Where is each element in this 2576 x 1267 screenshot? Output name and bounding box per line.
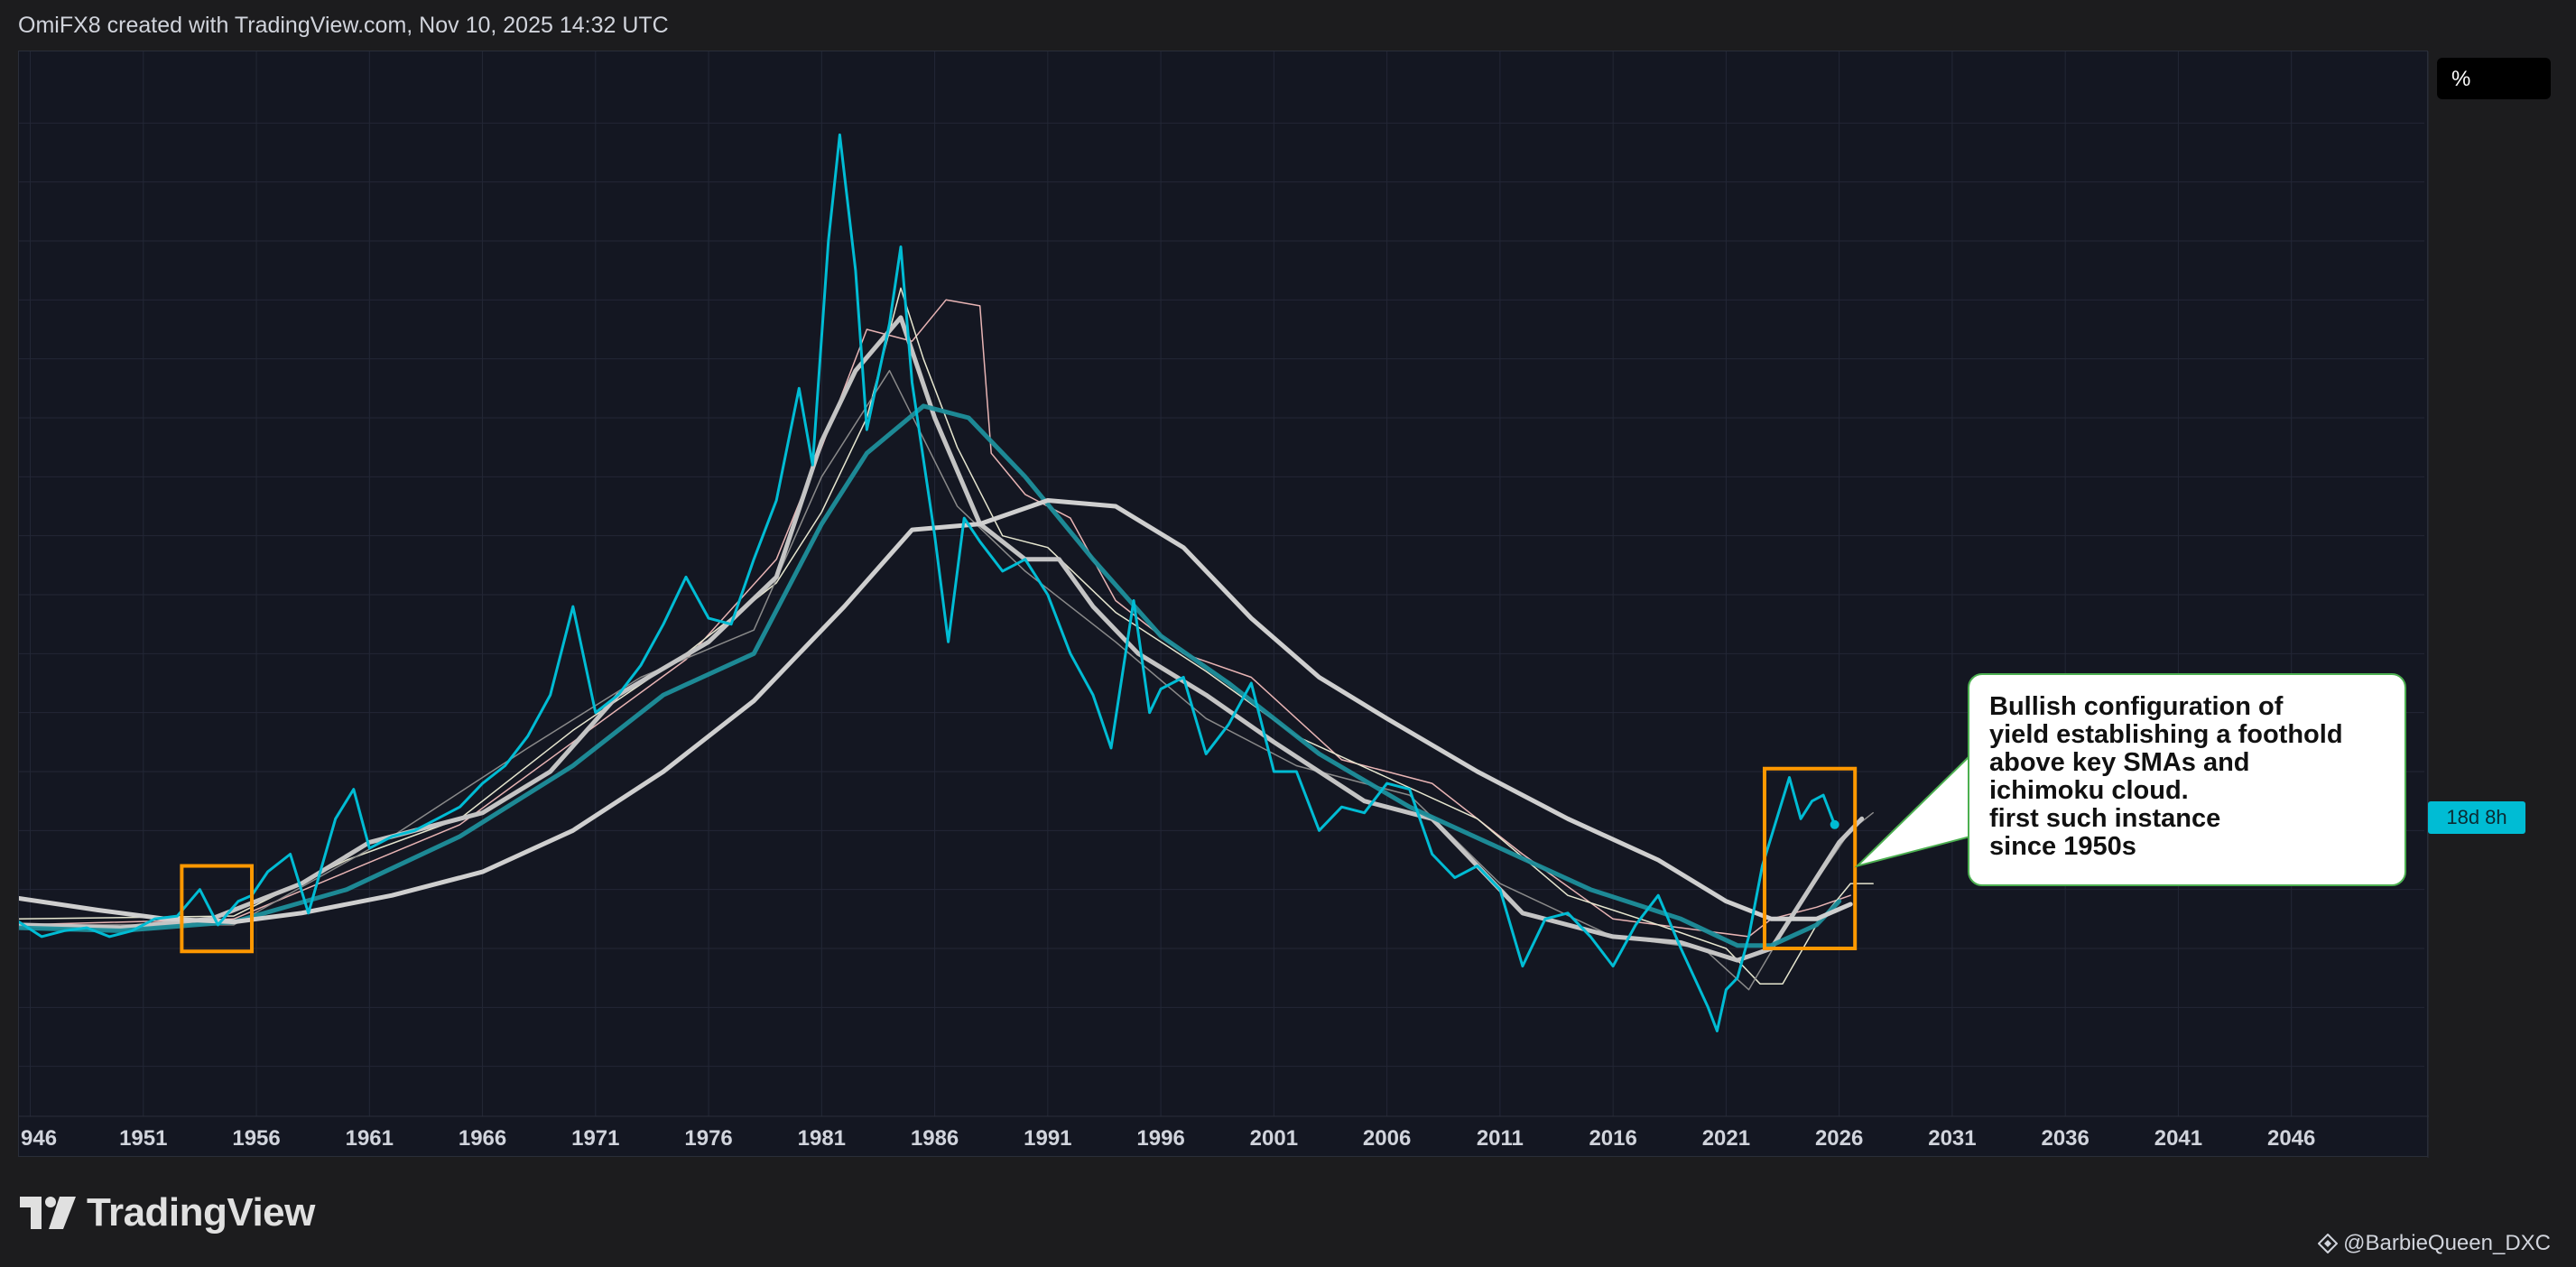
x-tick-label: 2011 [1477, 1126, 1524, 1151]
x-tick-label: 2006 [1363, 1126, 1411, 1151]
callout-line: Bullish configuration of [1989, 692, 2284, 721]
axis-labels: 0.000%1.000%2.000%3.000%4.000%5.000%6.00… [21, 1126, 2315, 1151]
series-line-sma-long [19, 498, 1853, 925]
x-tick-label: 2041 [2154, 1126, 2202, 1151]
moving-average-lines [19, 315, 1865, 963]
callout-line: first such instance [1989, 804, 2221, 833]
x-tick-label: 2001 [1250, 1126, 1298, 1151]
series-line-cloud-a [19, 299, 1851, 938]
x-tick-label: 1991 [1024, 1126, 1071, 1151]
chart-panel[interactable]: 0.000%1.000%2.000%3.000%4.000%5.000%6.00… [18, 51, 2429, 1158]
x-tick-label: 1961 [346, 1126, 394, 1151]
x-tick-label: 1996 [1136, 1126, 1184, 1151]
x-tick-label: 1966 [459, 1126, 506, 1151]
annotation-callout[interactable]: Bullish configuration of yield establish… [1968, 673, 2406, 886]
last-value-dot [1830, 819, 1839, 829]
tradingview-logo-text: TradingView [87, 1190, 315, 1235]
x-tick-label: 2016 [1589, 1126, 1636, 1151]
last-value-badge: 18d 8h [2428, 801, 2525, 834]
callout-line: yield establishing a foothold [1989, 720, 2343, 749]
x-tick-label: 2026 [1815, 1126, 1863, 1151]
chart-credit-header: OmiFX8 created with TradingView.com, Nov… [18, 13, 669, 38]
series-line-yield [19, 133, 1837, 1032]
x-tick-label: 2021 [1702, 1126, 1750, 1151]
diamond-icon [2318, 1234, 2339, 1253]
series-line-sma-short [19, 315, 1865, 963]
x-tick-label: 1981 [798, 1126, 846, 1151]
x-tick-label: 2046 [2267, 1126, 2315, 1151]
series-line-sma-mid [19, 403, 1842, 948]
highlight-box [1762, 766, 1858, 950]
watermark-text: @BarbieQueen_DXC [2343, 1231, 2551, 1255]
x-tick-label: 1986 [911, 1126, 959, 1151]
tradingview-logo[interactable]: TradingView [20, 1189, 315, 1236]
x-tick-label: 2031 [1928, 1126, 1976, 1151]
x-tick-label: 1951 [119, 1126, 167, 1151]
author-watermark: @BarbieQueen_DXC [2318, 1231, 2551, 1256]
series-line-lagging [19, 369, 1874, 991]
chart-plot[interactable]: 0.000%1.000%2.000%3.000%4.000%5.000%6.00… [19, 51, 2429, 1158]
x-tick-label: 1971 [571, 1126, 619, 1151]
x-tick-label: 1956 [232, 1126, 280, 1151]
tradingview-logo-icon [20, 1197, 76, 1229]
yield-line [19, 133, 1839, 1032]
x-tick-label: 1976 [684, 1126, 732, 1151]
highlight-boxes [180, 766, 1858, 954]
x-tick-label: 946 [21, 1126, 57, 1151]
callout-line: above key SMAs and [1989, 748, 2250, 777]
grid-lines [19, 51, 2429, 1158]
highlight-box [180, 864, 255, 954]
callout-line: ichimoku cloud. [1989, 776, 2189, 805]
callout-line: since 1950s [1989, 832, 2136, 861]
x-tick-label: 2036 [2041, 1126, 2089, 1151]
price-scale-unit[interactable]: % [2437, 58, 2551, 99]
